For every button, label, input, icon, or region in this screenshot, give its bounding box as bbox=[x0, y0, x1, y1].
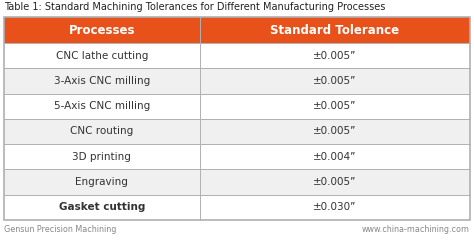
Text: ±0.005”: ±0.005” bbox=[313, 101, 356, 111]
Bar bbox=[4, 17, 470, 43]
Bar bbox=[4, 43, 470, 68]
Text: Gasket cutting: Gasket cutting bbox=[59, 202, 145, 212]
Text: 3D printing: 3D printing bbox=[73, 152, 131, 162]
Text: Gensun Precision Machining: Gensun Precision Machining bbox=[4, 225, 117, 234]
Text: Processes: Processes bbox=[69, 23, 135, 37]
Bar bbox=[4, 169, 470, 195]
Text: Standard Tolerance: Standard Tolerance bbox=[270, 23, 400, 37]
Text: 3-Axis CNC milling: 3-Axis CNC milling bbox=[54, 76, 150, 86]
Text: 5-Axis CNC milling: 5-Axis CNC milling bbox=[54, 101, 150, 111]
Bar bbox=[4, 119, 470, 144]
Text: Table 1: Standard Machining Tolerances for Different Manufacturing Processes: Table 1: Standard Machining Tolerances f… bbox=[4, 2, 385, 12]
Text: ±0.005”: ±0.005” bbox=[313, 126, 356, 136]
Bar bbox=[4, 17, 470, 220]
Text: Engraving: Engraving bbox=[75, 177, 128, 187]
Text: ±0.004”: ±0.004” bbox=[313, 152, 356, 162]
Text: CNC routing: CNC routing bbox=[70, 126, 134, 136]
Text: ±0.030”: ±0.030” bbox=[313, 202, 356, 212]
Bar bbox=[4, 195, 470, 220]
Text: ±0.005”: ±0.005” bbox=[313, 76, 356, 86]
Text: ±0.005”: ±0.005” bbox=[313, 51, 356, 61]
Text: www.china-machining.com: www.china-machining.com bbox=[362, 225, 470, 234]
Bar bbox=[4, 68, 470, 93]
Bar bbox=[4, 93, 470, 119]
Bar bbox=[4, 144, 470, 169]
Text: CNC lathe cutting: CNC lathe cutting bbox=[55, 51, 148, 61]
Text: ±0.005”: ±0.005” bbox=[313, 177, 356, 187]
